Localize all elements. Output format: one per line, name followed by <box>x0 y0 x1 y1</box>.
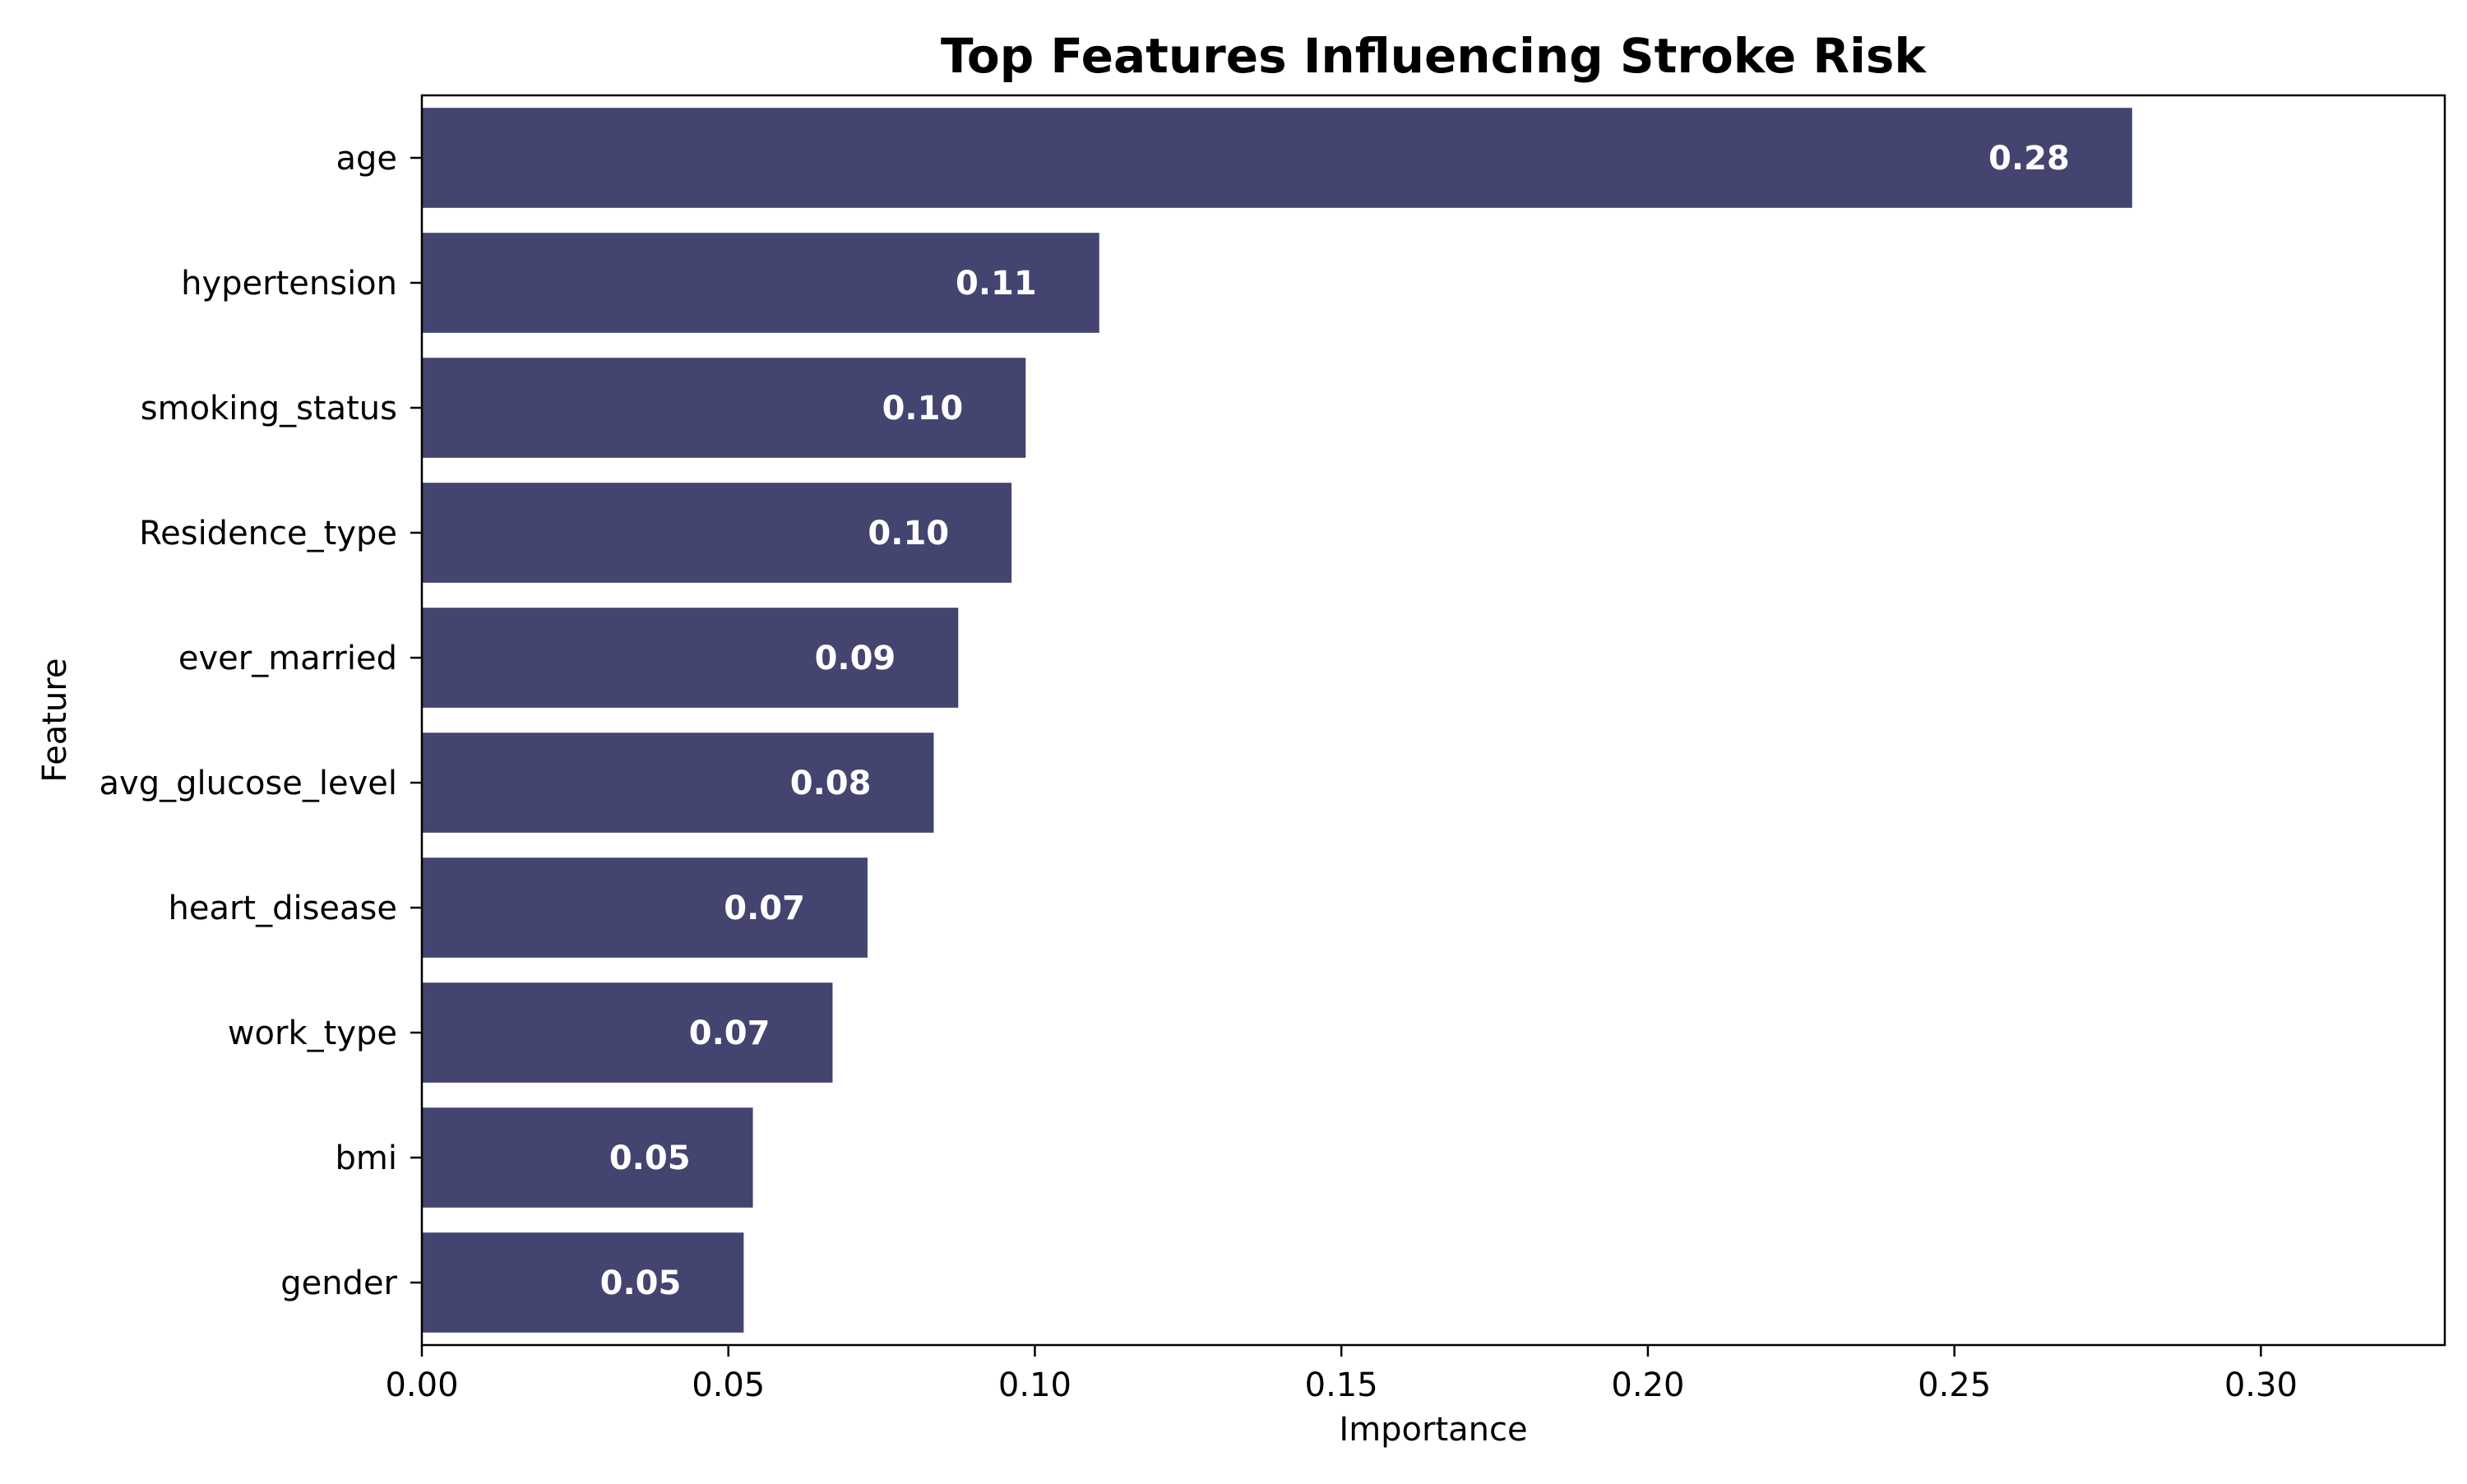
x-tick-label: 0.10 <box>998 1366 1072 1404</box>
bar-work_type <box>422 982 833 1083</box>
bars-layer <box>422 108 2132 1333</box>
x-tick-label: 0.25 <box>1918 1366 1991 1404</box>
value-label-ever_married: 0.09 <box>815 640 896 677</box>
y-axis-label: Feature <box>36 658 74 782</box>
y-tick-label-hypertension: hypertension <box>181 265 397 303</box>
value-label-work_type: 0.07 <box>689 1015 771 1052</box>
value-label-heart_disease: 0.07 <box>724 890 805 927</box>
bar-smoking_status <box>422 358 1026 458</box>
y-tick-label-work_type: work_type <box>228 1015 397 1052</box>
value-label-gender: 0.05 <box>600 1264 682 1302</box>
value-label-age: 0.28 <box>1988 140 2070 178</box>
bar-age <box>422 108 2132 208</box>
y-tick-label-Residence_type: Residence_type <box>139 515 397 552</box>
bar-Residence_type <box>422 483 1012 583</box>
y-tick-label-age: age <box>336 140 397 178</box>
axes-frame <box>420 94 2446 1347</box>
y-tick-label-bmi: bmi <box>336 1140 397 1177</box>
value-label-bmi: 0.05 <box>609 1140 691 1177</box>
bar-gender <box>422 1232 744 1333</box>
x-tick-label: 0.05 <box>692 1366 765 1404</box>
x-tick-label: 0.20 <box>1611 1366 1684 1404</box>
value-labels-layer: 0.28 0.11 0.10 0.10 0.09 0.08 0.07 0.07 0.05 0.05 <box>600 140 2070 1302</box>
y-tick-label-gender: gender <box>280 1264 397 1302</box>
x-tick-label: 0.15 <box>1305 1366 1378 1404</box>
y-tick-label-ever_married: ever_married <box>178 640 397 677</box>
y-tick-label-heart_disease: heart_disease <box>168 890 397 927</box>
bar-avg_glucose_level <box>422 733 934 833</box>
chart-title: Top Features Influencing Stroke Risk <box>941 28 1927 84</box>
x-tick-label: 0.30 <box>2224 1366 2298 1404</box>
bar-bmi <box>422 1107 753 1208</box>
x-axis-ticks: 0.00 0.05 0.10 0.15 0.20 0.25 0.30 <box>385 1345 2298 1404</box>
bar-hypertension <box>422 233 1099 333</box>
y-tick-label-smoking_status: smoking_status <box>141 390 397 428</box>
value-label-hypertension: 0.11 <box>956 265 1037 303</box>
bar-ever_married <box>422 608 959 708</box>
x-tick-label: 0.00 <box>385 1366 458 1404</box>
value-label-smoking_status: 0.10 <box>882 390 964 428</box>
value-label-Residence_type: 0.10 <box>868 515 949 552</box>
value-label-avg_glucose_level: 0.08 <box>790 765 872 802</box>
bar-heart_disease <box>422 858 868 958</box>
y-axis-ticks: age hypertension smoking_status Residence_t… <box>100 140 422 1302</box>
x-axis-label: Importance <box>1339 1411 1527 1449</box>
y-tick-label-avg_glucose_level: avg_glucose_level <box>100 765 397 802</box>
